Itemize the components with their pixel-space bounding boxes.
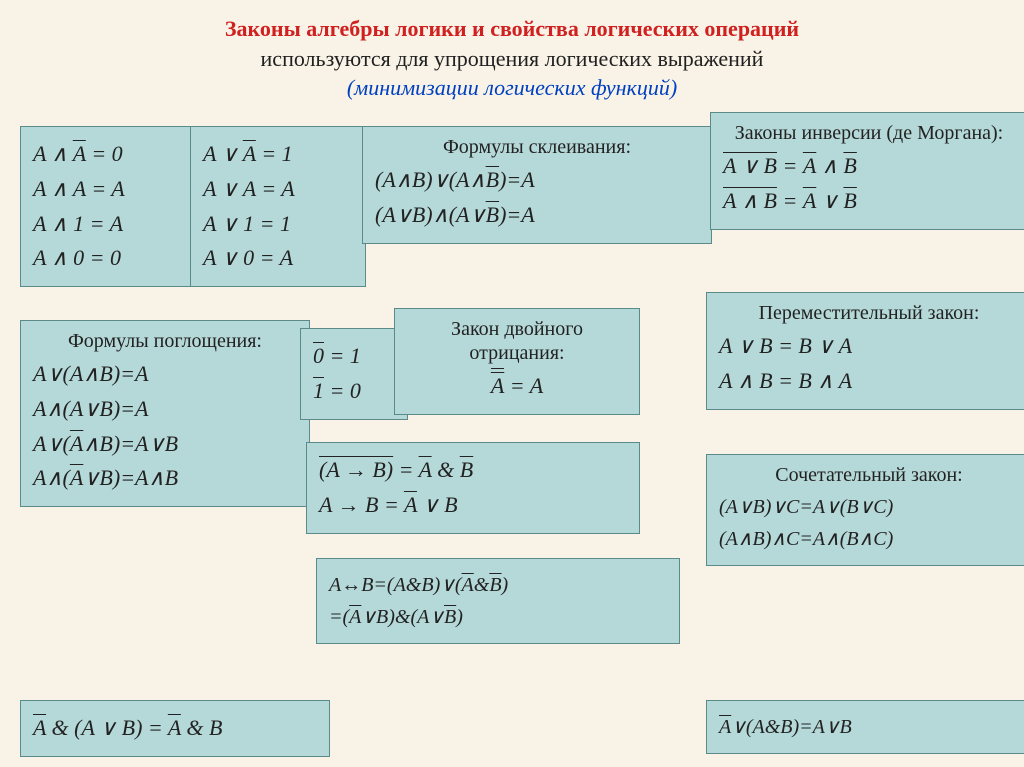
formula: A → B = A ∨ B: [319, 490, 627, 521]
box-demorgan: Законы инверсии (де Моргана): A ∨ B = A …: [710, 112, 1024, 230]
box-gluing: Формулы склеивания: (A∧B)∨(A∧B)=A (A∨B)∧…: [362, 126, 712, 244]
caption-double-neg: Закон двойного отрицания:: [407, 317, 627, 365]
caption-associative: Сочетательный закон:: [719, 463, 1019, 487]
box-and-identities: A ∧ A = 0 A ∧ A = A A ∧ 1 = A A ∧ 0 = 0: [20, 126, 196, 287]
formula: (A → B) = A & B: [319, 455, 627, 486]
formula: A ∨ A = A: [203, 174, 353, 205]
header: Законы алгебры логики и свойства логичес…: [0, 0, 1024, 111]
formula: A∨(A∧B)=A: [33, 359, 297, 390]
caption-absorption: Формулы поглощения:: [33, 329, 297, 353]
formula: A & (A ∨ B) = A & B: [33, 713, 317, 744]
formula: A ∧ 0 = 0: [33, 243, 183, 274]
box-double-neg: Закон двойного отрицания: A = A: [394, 308, 640, 415]
caption-demorgan: Законы инверсии (де Моргана):: [723, 121, 1015, 145]
header-line1: Законы алгебры логики и свойства логичес…: [40, 14, 984, 44]
box-extra-left: A & (A ∨ B) = A & B: [20, 700, 330, 757]
formula: (A∨B)∧(A∨B)=A: [375, 200, 699, 231]
formula: (A∧B)∨(A∧B)=A: [375, 165, 699, 196]
formula: A ∧ 1 = A: [33, 209, 183, 240]
formula: (A∨B)∨C=A∨(B∨C): [719, 493, 1019, 521]
formula: A ∨ 0 = A: [203, 243, 353, 274]
formula: A ∨ 1 = 1: [203, 209, 353, 240]
formula: A↔B=(A&B)∨(A&B): [329, 571, 667, 599]
formula: A∨(A∧B)=A∨B: [33, 429, 297, 460]
box-implication: (A → B) = A & B A → B = A ∨ B: [306, 442, 640, 534]
formula: A∧(A∨B)=A: [33, 394, 297, 425]
box-or-identities: A ∨ A = 1 A ∨ A = A A ∨ 1 = 1 A ∨ 0 = A: [190, 126, 366, 287]
caption-gluing: Формулы склеивания:: [375, 135, 699, 159]
formula: 1 = 0: [313, 376, 395, 407]
formula: =(A∨B)&(A∨B): [329, 603, 667, 631]
box-const-neg: 0 = 1 1 = 0: [300, 328, 408, 420]
formula: A∧(A∨B)=A∧B: [33, 463, 297, 494]
caption-commutative: Переместительный закон:: [719, 301, 1019, 325]
box-absorption: Формулы поглощения: A∨(A∧B)=A A∧(A∨B)=A …: [20, 320, 310, 507]
formula: A ∨ B = A ∧ B: [723, 151, 1015, 182]
box-equiv: A↔B=(A&B)∨(A&B) =(A∨B)&(A∨B): [316, 558, 680, 644]
box-extra-right: A∨(A&B)=A∨B: [706, 700, 1024, 754]
formula: A ∨ B = B ∨ A: [719, 331, 1019, 362]
header-line3: (минимизации логических функций): [40, 73, 984, 103]
formula: (A∧B)∧C=A∧(B∧C): [719, 525, 1019, 553]
formula: A ∨ A = 1: [203, 139, 353, 170]
formula: A ∧ B = B ∧ A: [719, 366, 1019, 397]
box-commutative: Переместительный закон: A ∨ B = B ∨ A A …: [706, 292, 1024, 410]
formula: A ∧ A = 0: [33, 139, 183, 170]
formula: A ∧ A = A: [33, 174, 183, 205]
formula: A ∧ B = A ∨ B: [723, 186, 1015, 217]
header-line2: используются для упрощения логических вы…: [40, 44, 984, 74]
formula: A∨(A&B)=A∨B: [719, 713, 1017, 741]
box-associative: Сочетательный закон: (A∨B)∨C=A∨(B∨C) (A∧…: [706, 454, 1024, 566]
formula: A = A: [407, 371, 627, 402]
formula: 0 = 1: [313, 341, 395, 372]
